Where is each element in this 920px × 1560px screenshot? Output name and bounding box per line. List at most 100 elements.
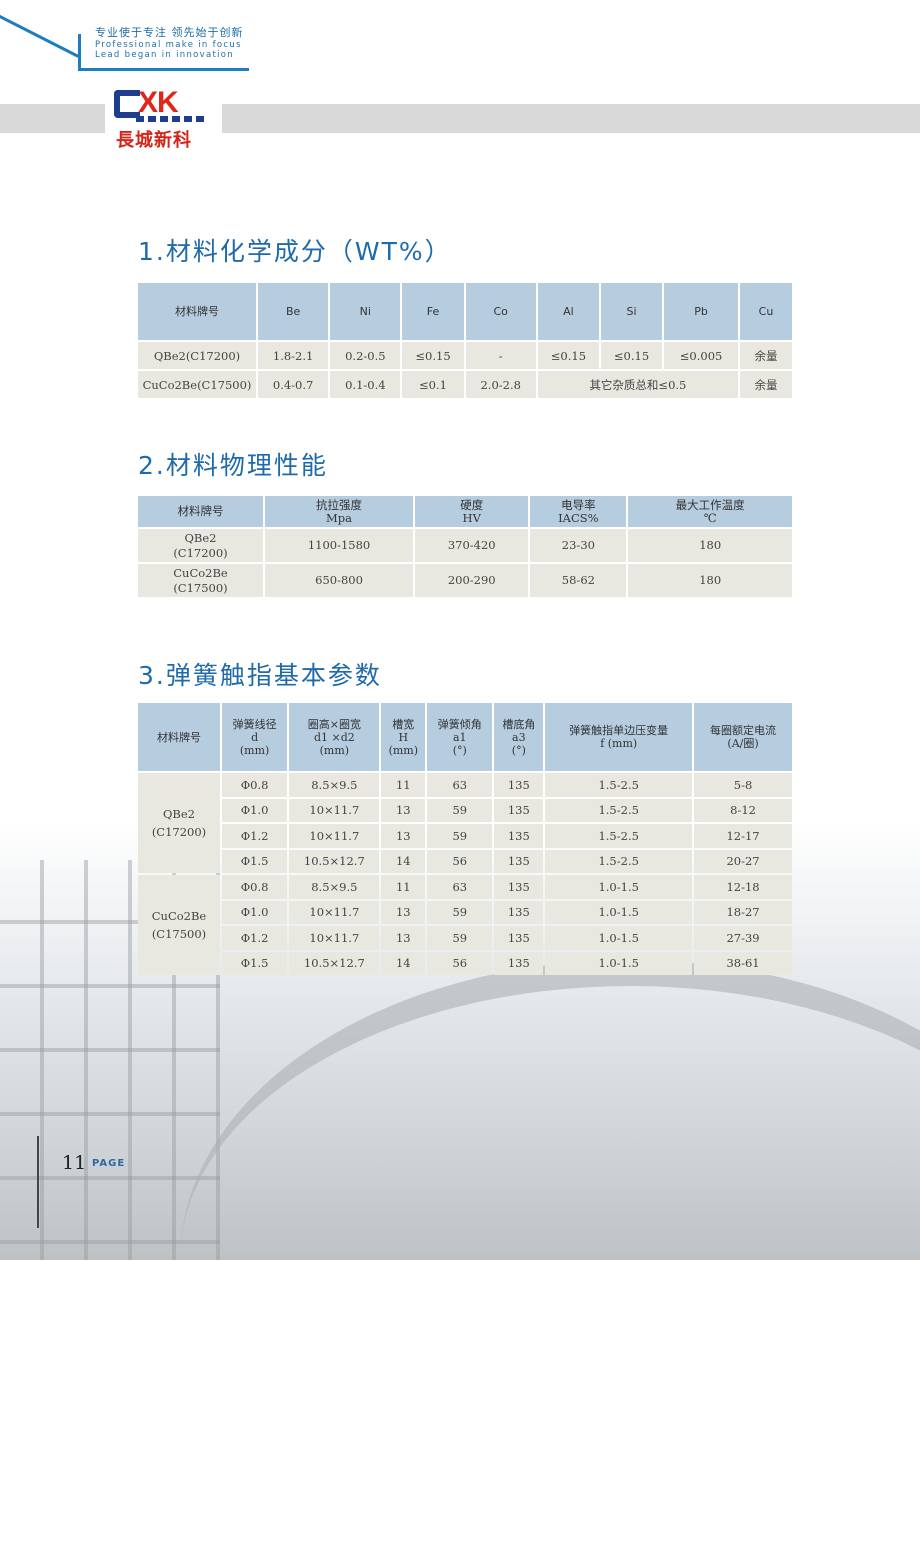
cell-text: (C17200) <box>151 825 207 839</box>
slogan: 专业使于专注 领先始于创新 Professional make in focus… <box>95 24 244 60</box>
cell-text: ℃ <box>703 510 717 525</box>
cell-text: 材料牌号 <box>177 504 224 518</box>
cell: 11 <box>381 875 426 899</box>
cell-text: CuCo2Be <box>151 909 207 923</box>
cell: 59 <box>427 900 493 924</box>
page-label: PAGE <box>92 1158 126 1169</box>
header-cell: 槽宽 H (mm) <box>381 703 426 771</box>
cell: Φ1.2 <box>222 824 288 848</box>
header-cell: Ni <box>330 283 401 340</box>
cell: Φ0.8 <box>222 773 288 797</box>
cell-text: a1 <box>452 730 467 744</box>
cell: Φ0.8 <box>222 875 288 899</box>
chemical-composition-table: 材料牌号 Be Ni Fe Co Al Si Pb Cu QBe2(C17200… <box>136 281 794 400</box>
table-row: CuCo2Be (C17500) Φ0.8 8.5×9.5 11 63 135 1.0-1.5… <box>138 875 792 975</box>
cell: 1100-1580 <box>265 529 414 562</box>
header-cell: 槽底角 a3 (°) <box>494 703 544 771</box>
cell-text: 圈高×圈宽 <box>307 717 361 731</box>
table-row: QBe2 (C17200) Φ0.8 8.5×9.5 11 63 135 1.5-2.5 5-8 <box>138 773 792 873</box>
table-header-row: 材料牌号 Be Ni Fe Co Al Si Pb Cu <box>138 283 792 340</box>
header-cell: Al <box>537 283 599 340</box>
cell: ≤0.15 <box>537 342 599 369</box>
table-header-row: 材料牌号 抗拉强度 Mpa 硬度 HV 电导率 IACS% 最大工作温度 ℃ <box>138 496 792 527</box>
cell: 14 <box>381 849 426 873</box>
cell: 1.5-2.5 <box>545 849 693 873</box>
cell: 58-62 <box>530 564 627 597</box>
cell: 10×11.7 <box>289 798 380 822</box>
header-cell: Cu <box>740 283 792 340</box>
cell-text: 槽宽 <box>392 717 415 731</box>
cell: - <box>465 342 536 369</box>
cell: 1.0-1.5 <box>545 951 693 975</box>
cell: ≤0.15 <box>600 342 663 369</box>
cell-text: (°) <box>452 743 467 757</box>
cell: 135 <box>494 900 544 924</box>
cell: ≤0.005 <box>664 342 738 369</box>
table-row: Φ1.5 10.5×12.7 14 56 135 1.0-1.5 38-61 <box>138 951 792 975</box>
cell: 135 <box>494 773 544 797</box>
cell: 59 <box>427 824 493 848</box>
table-row: Φ1.0 10×11.7 13 59 135 1.0-1.5 18-27 <box>138 900 792 924</box>
cell: 1.8-2.1 <box>258 342 329 369</box>
cell-text: 槽底角 <box>502 717 536 731</box>
material-cell: CuCo2Be (C17500) <box>138 875 220 975</box>
header-cell: Be <box>258 283 329 340</box>
header-cell: 电导率 IACS% <box>530 496 627 527</box>
table-row: Φ1.2 10×11.7 13 59 135 1.5-2.5 12-17 <box>138 824 792 848</box>
header-cell: Fe <box>402 283 464 340</box>
cell: 135 <box>494 926 544 950</box>
cell: 14 <box>381 951 426 975</box>
cell: 10×11.7 <box>289 926 380 950</box>
cell: 8-12 <box>694 798 792 822</box>
page-number: 11 <box>62 1152 87 1174</box>
cell: 180 <box>628 564 792 597</box>
table-row: QBe2(C17200) 1.8-2.1 0.2-0.5 ≤0.15 - ≤0.… <box>138 342 792 369</box>
section-title: 3.弹簧触指基本参数 <box>138 661 382 690</box>
cell: 13 <box>381 926 426 950</box>
header-cell: 每圈额定电流 (A/圈) <box>694 703 792 771</box>
cell: 8.5×9.5 <box>289 875 380 899</box>
slogan-en: Professional make in focus <box>95 40 242 50</box>
cell-text: (C17500) <box>173 580 228 595</box>
cell: 180 <box>628 529 792 562</box>
cell-text: 弹簧线径 <box>232 717 277 731</box>
cell: 56 <box>427 849 493 873</box>
cell-text: (mm) <box>239 743 270 757</box>
header-cell: 抗拉强度 Mpa <box>265 496 414 527</box>
material-cell: CuCo2Be (C17500) <box>138 564 263 597</box>
cell-text: (mm) <box>319 743 350 757</box>
cell: 135 <box>494 875 544 899</box>
cell: 13 <box>381 900 426 924</box>
cell: Φ1.0 <box>222 900 288 924</box>
cell: 1.5-2.5 <box>545 824 693 848</box>
cell: 0.2-0.5 <box>330 342 401 369</box>
cell: 余量 <box>740 342 792 369</box>
slogan-en: Lead began in innovation <box>95 50 234 60</box>
header-cell: 弹簧线径 d (mm) <box>222 703 288 771</box>
company-logo: XK 長城新科 <box>110 86 215 152</box>
cell: Φ1.5 <box>222 849 288 873</box>
header-decor-line <box>0 14 79 58</box>
cell: 10.5×12.7 <box>289 951 380 975</box>
cell: 63 <box>427 773 493 797</box>
header-cell: 最大工作温度 ℃ <box>628 496 792 527</box>
cell: Φ1.5 <box>222 951 288 975</box>
cell-text: CuCo2Be <box>173 565 228 580</box>
cell: CuCo2Be(C17500) <box>138 371 256 398</box>
cell: 56 <box>427 951 493 975</box>
cell-text: (A/圈) <box>727 737 759 750</box>
cell: 0.4-0.7 <box>258 371 329 398</box>
cell: 650-800 <box>265 564 414 597</box>
cell: QBe2(C17200) <box>138 342 256 369</box>
cell: 10×11.7 <box>289 900 380 924</box>
cell: 135 <box>494 849 544 873</box>
cell-text: 硬度 <box>460 497 484 512</box>
cell: 135 <box>494 798 544 822</box>
cell: 11 <box>381 773 426 797</box>
page-divider <box>37 1136 39 1228</box>
cell-text: 材料牌号 <box>157 730 201 744</box>
cell-text: 弹簧倾角 <box>437 717 482 731</box>
cell-text: 每圈额定电流 <box>710 724 777 737</box>
cell-text: (mm) <box>388 743 419 757</box>
cell-text: H <box>398 730 409 744</box>
